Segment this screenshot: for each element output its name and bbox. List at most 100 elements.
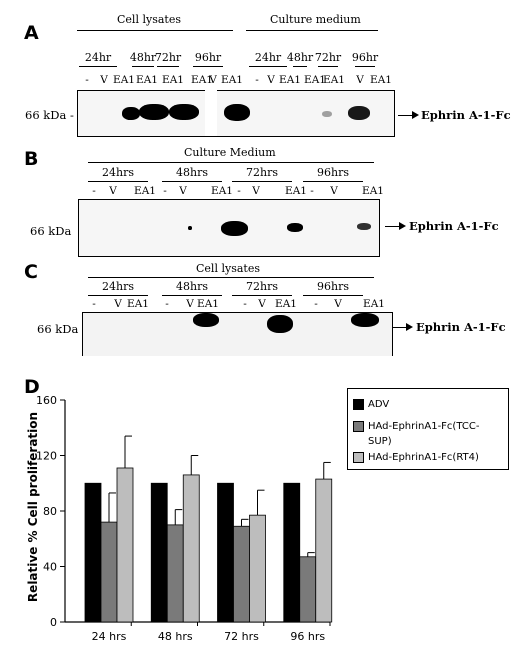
lane-label: EA1	[134, 185, 156, 197]
timepoint-label-line	[303, 181, 363, 182]
timepoint-label-line	[157, 66, 179, 67]
panel-c-group-line	[88, 277, 374, 278]
lane-label: V	[334, 298, 342, 310]
legend-label: HAd-EphrinA1-Fc(RT4)	[368, 452, 479, 463]
x-tick-label: 72 hrs	[224, 630, 259, 643]
panel-a-lane-gap	[205, 89, 217, 136]
lane-label: EA1	[211, 185, 233, 197]
panel-b-label: B	[24, 148, 39, 170]
panel-a-arrowhead	[412, 111, 419, 119]
timepoint-label: 72hrs	[246, 280, 278, 293]
panel-b-arrowhead	[399, 222, 406, 230]
panel-b-arrow-label: Ephrin A-1-Fc	[409, 219, 499, 233]
lane-label: EA1	[304, 74, 326, 86]
timepoint-label-line	[318, 66, 338, 67]
legend-swatch-adv	[353, 399, 364, 410]
band	[351, 313, 379, 327]
panel-a-label: A	[24, 22, 39, 44]
lane-label: -	[255, 74, 259, 86]
bar	[100, 521, 118, 623]
band	[139, 104, 169, 120]
legend-label: HAd-EphrinA1-Fc(TCC-SUP)	[368, 421, 480, 447]
x-tick-label: 24 hrs	[92, 630, 127, 643]
y-tick-label: 160	[36, 394, 57, 407]
band	[193, 313, 219, 327]
bar	[283, 482, 301, 623]
band	[224, 104, 250, 121]
panel-a-group-line-2	[246, 30, 378, 31]
lane-label: V	[258, 298, 266, 310]
lane-label: -	[85, 74, 89, 86]
timepoint-label: 48hrs	[176, 280, 208, 293]
lane-label: V	[109, 185, 117, 197]
timepoint-label: 96hr	[194, 51, 222, 64]
bar	[150, 482, 168, 623]
lane-label: V	[209, 74, 217, 86]
y-tick-label: 80	[43, 505, 57, 518]
legend-swatch-rt4	[353, 452, 364, 463]
bar	[233, 525, 250, 623]
panel-c-arrow	[392, 327, 407, 328]
lane-label: -	[165, 298, 169, 310]
timepoint-label: 24hrs	[102, 280, 134, 293]
panel-a-arrow-label: Ephrin A-1-Fc	[421, 108, 511, 122]
x-tick-label: 48 hrs	[158, 630, 193, 643]
timepoint-label-line	[303, 295, 363, 296]
y-tick-label: 0	[50, 616, 57, 629]
bar	[315, 478, 333, 623]
lane-label: -	[310, 185, 314, 197]
lane-label: -	[237, 185, 241, 197]
panel-a-group-culture-medium: Culture medium	[270, 13, 361, 26]
timepoint-label-line	[162, 181, 222, 182]
timepoint-label: 72hr	[154, 51, 182, 64]
bar	[84, 482, 102, 623]
timepoint-label: 48hr	[129, 51, 157, 64]
timepoint-label: 48hrs	[176, 166, 208, 179]
lane-label: V	[179, 185, 187, 197]
lane-label: EA1	[370, 74, 392, 86]
panel-c-arrow-label: Ephrin A-1-Fc	[416, 320, 506, 334]
timepoint-label: 24hrs	[102, 166, 134, 179]
panel-c-blot	[82, 312, 393, 356]
timepoint-label-line	[79, 66, 117, 67]
lane-label: V	[100, 74, 108, 86]
panel-a-marker: 66 kDa -	[25, 108, 74, 122]
lane-label: V	[114, 298, 122, 310]
bar	[299, 556, 317, 623]
timepoint-label: 72hr	[314, 51, 342, 64]
panel-c-marker: 66 kDa	[37, 322, 79, 336]
bar	[217, 482, 234, 623]
lane-label: EA1	[363, 298, 385, 310]
y-tick-label: 120	[36, 450, 57, 463]
bar	[116, 467, 134, 623]
legend-item-tccsup: HAd-EphrinA1-Fc(TCC-SUP)	[353, 419, 488, 449]
band	[169, 104, 199, 120]
band	[348, 106, 370, 120]
lane-label: EA1	[323, 74, 345, 86]
timepoint-label: 96hrs	[317, 280, 349, 293]
timepoint-label-line	[293, 66, 307, 67]
timepoint-label-line	[162, 295, 222, 296]
panel-c-arrowhead	[406, 323, 413, 331]
band	[221, 221, 248, 236]
band	[267, 315, 293, 333]
lane-label: EA1	[275, 298, 297, 310]
panel-b-blot	[78, 199, 380, 257]
chart-legend: ADV HAd-EphrinA1-Fc(TCC-SUP) HAd-EphrinA…	[347, 388, 509, 470]
chart-bars	[84, 435, 333, 623]
panel-b-arrow	[385, 226, 400, 227]
timepoint-label-line	[232, 181, 292, 182]
legend-item-adv: ADV	[353, 397, 488, 412]
band	[322, 111, 332, 117]
lane-label: V	[267, 74, 275, 86]
y-tick-label: 40	[43, 561, 57, 574]
timepoint-label: 96hrs	[317, 166, 349, 179]
panel-a-blot	[77, 90, 395, 137]
lane-label: V	[252, 185, 260, 197]
panel-b-group-line	[88, 162, 374, 163]
lane-label: EA1	[127, 298, 149, 310]
lane-label: EA1	[191, 74, 213, 86]
lane-label: -	[314, 298, 318, 310]
timepoint-label: 48hr	[286, 51, 314, 64]
